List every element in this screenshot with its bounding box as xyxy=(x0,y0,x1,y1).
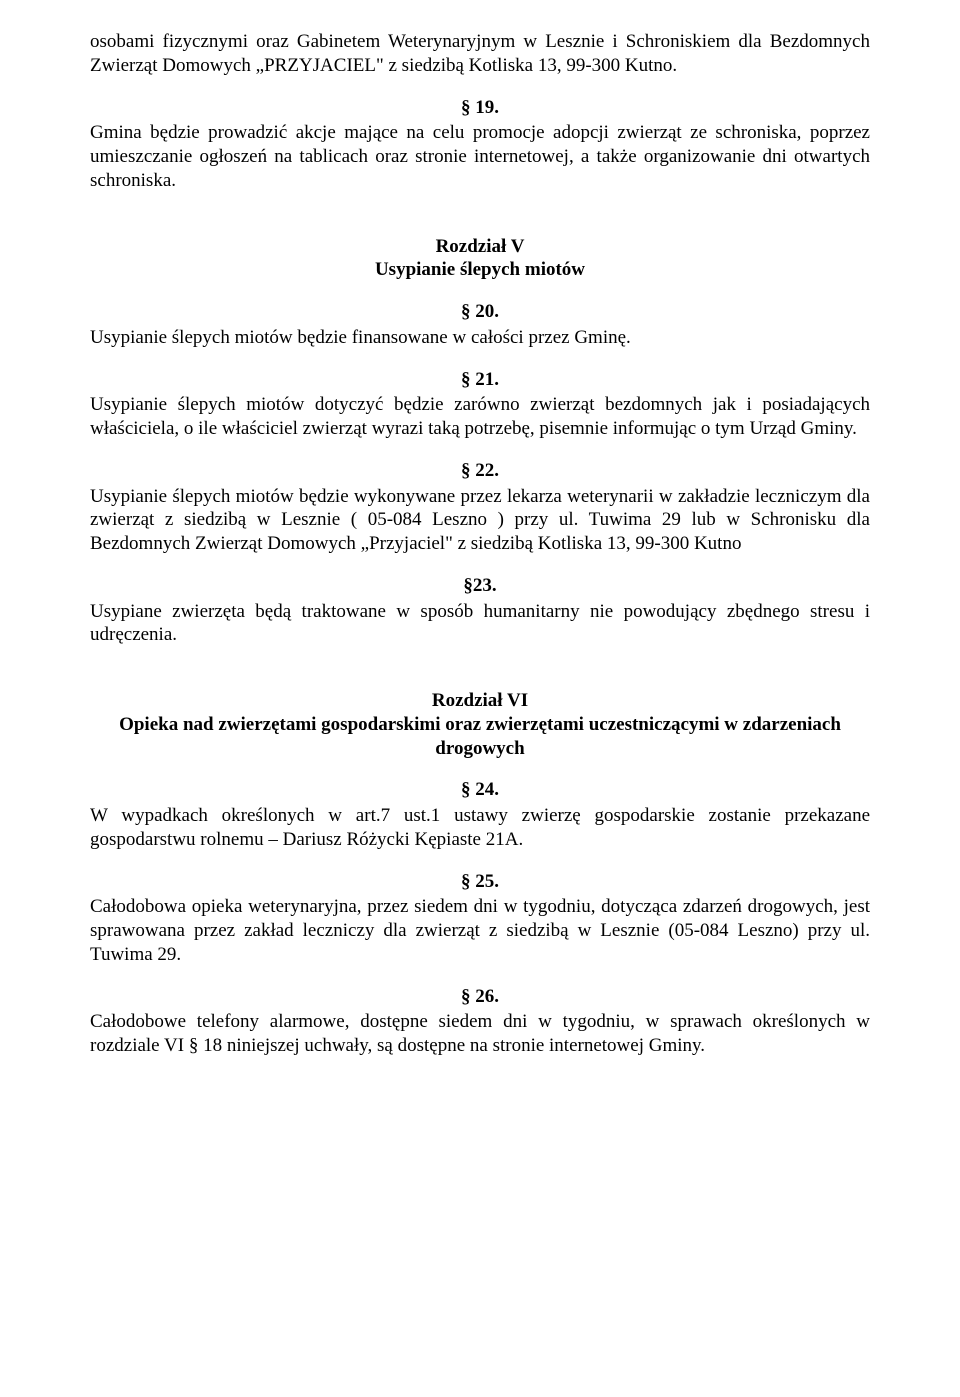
section-21-number: § 21. xyxy=(90,368,870,392)
section-26-number: § 26. xyxy=(90,985,870,1009)
document-page: osobami fizycznymi oraz Gabinetem Wetery… xyxy=(0,0,960,1397)
section-20-text: Usypianie ślepych miotów będzie finansow… xyxy=(90,326,870,350)
chapter-5-label: Rozdział V xyxy=(90,235,870,259)
chapter-6-label: Rozdział VI xyxy=(90,689,870,713)
section-24-text: W wypadkach określonych w art.7 ust.1 us… xyxy=(90,804,870,852)
section-25-text: Całodobowa opieka weterynaryjna, przez s… xyxy=(90,895,870,966)
section-25-number: § 25. xyxy=(90,870,870,894)
section-23-number: §23. xyxy=(90,574,870,598)
paragraph-continuation: osobami fizycznymi oraz Gabinetem Wetery… xyxy=(90,30,870,78)
section-24-number: § 24. xyxy=(90,778,870,802)
section-21-text: Usypianie ślepych miotów dotyczyć będzie… xyxy=(90,393,870,441)
section-23-text: Usypiane zwierzęta będą traktowane w spo… xyxy=(90,600,870,648)
section-20-number: § 20. xyxy=(90,300,870,324)
section-19-number: § 19. xyxy=(90,96,870,120)
chapter-6-title: Opieka nad zwierzętami gospodarskimi ora… xyxy=(90,713,870,761)
section-22-text: Usypianie ślepych miotów będzie wykonywa… xyxy=(90,485,870,556)
section-26-text: Całodobowe telefony alarmowe, dostępne s… xyxy=(90,1010,870,1058)
section-22-number: § 22. xyxy=(90,459,870,483)
chapter-5-title: Usypianie ślepych miotów xyxy=(90,258,870,282)
section-19-text: Gmina będzie prowadzić akcje mające na c… xyxy=(90,121,870,192)
